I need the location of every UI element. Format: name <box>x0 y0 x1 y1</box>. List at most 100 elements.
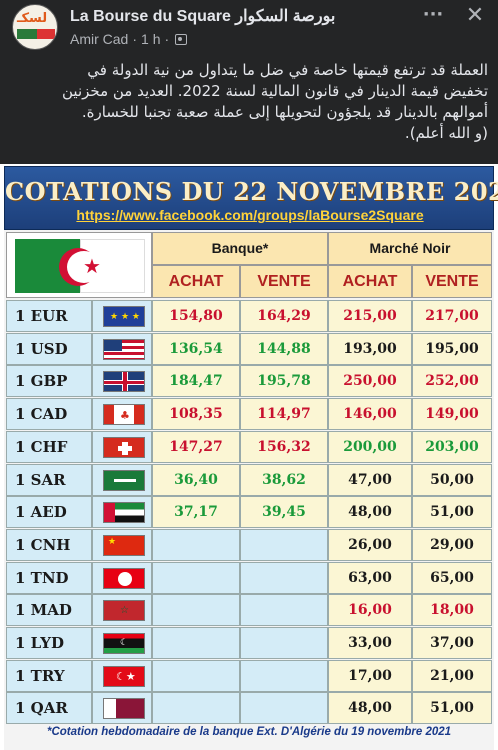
banque-vente-value <box>240 627 328 659</box>
post-text: العملة قد ترتفع قيمتها خاصة في ضل ما يتد… <box>10 60 488 144</box>
banque-vente-value <box>240 561 328 594</box>
banque-achat-value <box>152 561 240 594</box>
table-row: 1 QAR 48,00 51,00 <box>6 692 492 725</box>
marche-achat-value: 146,00 <box>328 398 412 431</box>
currency-flag-cell <box>92 496 152 529</box>
ae-flag-icon <box>103 502 145 524</box>
table-row: 1 CAD ♣ 108,35 114,97 146,00 149,00 <box>6 398 492 431</box>
currency-flag-cell: ☆ <box>92 594 152 627</box>
banque-achat-value <box>152 659 240 692</box>
currency-code: 1 CAD <box>6 398 92 431</box>
qa-flag-icon <box>103 698 145 720</box>
page-avatar[interactable]: لسكـ <box>12 4 58 50</box>
marche-vente-value: 50,00 <box>412 463 492 496</box>
post-meta: Amir Cad · 1 h · <box>70 31 188 47</box>
table-row: 1 MAD ☆ 16,00 18,00 <box>6 594 492 627</box>
marche-vente-value: 65,00 <box>412 561 492 594</box>
marche-achat-header: ACHAT <box>328 265 412 298</box>
marche-achat-value: 193,00 <box>328 332 412 365</box>
group-url[interactable]: https://www.facebook.com/groups/laBourse… <box>76 207 424 223</box>
currency-flag-cell <box>92 365 152 398</box>
ch-flag-icon <box>103 436 145 458</box>
currency-code: 1 LYD <box>6 627 92 659</box>
post-header: لسكـ La Bourse du Square بورصة السكوار A… <box>0 0 498 56</box>
currency-flag-cell: ♣ <box>92 398 152 431</box>
marche-vente-value: 195,00 <box>412 332 492 365</box>
marche-vente-value: 21,00 <box>412 659 492 692</box>
table-row: 1 LYD ☾ 33,00 37,00 <box>6 627 492 659</box>
us-flag-icon <box>103 338 145 360</box>
meta-separator-2: · <box>164 31 170 47</box>
currency-code: 1 CHF <box>6 430 92 463</box>
table-row: 1 USD 136,54 144,88 193,00 195,00 <box>6 332 492 365</box>
currency-flag-cell <box>92 332 152 365</box>
post-text-line: العملة قد ترتفع قيمتها خاصة في ضل ما يتد… <box>87 61 488 79</box>
marche-achat-value: 48,00 <box>328 496 412 529</box>
eu-flag-icon: ★ ★ ★ <box>103 306 145 327</box>
footnote: *Cotation hebdomadaire de la banque Ext.… <box>46 726 452 738</box>
banque-achat-value: 184,47 <box>152 365 240 398</box>
currency-code: 1 QAR <box>6 692 92 725</box>
marche-vente-value: 203,00 <box>412 430 492 463</box>
ma-flag-icon: ☆ <box>103 600 145 622</box>
meta-separator: · <box>132 31 138 47</box>
banque-vente-value: 164,29 <box>240 300 328 332</box>
banque-achat-value <box>152 528 240 561</box>
cn-flag-icon: ★ <box>103 534 145 556</box>
currency-code: 1 SAR <box>6 463 92 496</box>
currency-flag-cell <box>92 561 152 594</box>
currency-code: 1 USD <box>6 332 92 365</box>
banque-achat-value: 36,40 <box>152 463 240 496</box>
banque-achat-value: 154,80 <box>152 300 240 332</box>
ly-flag-icon: ☾ <box>103 633 145 654</box>
banque-achat-value: 147,27 <box>152 430 240 463</box>
currency-flag-cell <box>92 430 152 463</box>
banque-achat-value: 136,54 <box>152 332 240 365</box>
table-row: 1 CNH ★ 26,00 29,00 <box>6 528 492 561</box>
algeria-flag-icon: ★ <box>15 239 145 293</box>
marche-achat-value: 215,00 <box>328 300 412 332</box>
close-icon: ✕ <box>465 3 485 28</box>
table-row: 1 GBP 184,47 195,78 250,00 252,00 <box>6 365 492 398</box>
page-name[interactable]: La Bourse du Square بورصة السكوار <box>70 8 336 25</box>
banque-vente-value: 195,78 <box>240 365 328 398</box>
banque-achat-value <box>152 692 240 725</box>
marche-achat-value: 47,00 <box>328 463 412 496</box>
banque-achat-value <box>152 627 240 659</box>
currency-code: 1 MAD <box>6 594 92 627</box>
banque-header: Banque* <box>152 232 328 265</box>
currency-flag-cell: ☾ <box>92 627 152 659</box>
more-dots-icon: ··· <box>422 4 444 25</box>
table-row: 1 AED 37,17 39,45 48,00 51,00 <box>6 496 492 529</box>
tr-flag-icon: ☾★ <box>103 665 145 687</box>
banque-vente-header: VENTE <box>240 265 328 298</box>
marche-vente-value: 37,00 <box>412 627 492 659</box>
marche-vente-value: 217,00 <box>412 300 492 332</box>
group-audience-icon <box>175 33 188 45</box>
gb-flag-icon <box>103 371 145 393</box>
marche-achat-value: 33,00 <box>328 627 412 659</box>
marche-achat-value: 63,00 <box>328 561 412 594</box>
marche-vente-value: 51,00 <box>412 496 492 529</box>
banque-achat-value: 108,35 <box>152 398 240 431</box>
currency-code: 1 TRY <box>6 659 92 692</box>
post-text-line: تخفيض قيمة الدينار في قانون المالية لسنة… <box>62 82 488 100</box>
rates-table: COTATIONS DU 22 NOVEMBRE 2021 https://ww… <box>4 166 498 750</box>
author-name[interactable]: Amir Cad <box>70 31 129 47</box>
banque-vente-value <box>240 659 328 692</box>
banque-achat-value <box>152 594 240 627</box>
table-row: 1 SAR 36,40 38,62 47,00 50,00 <box>6 463 492 496</box>
currency-code: 1 EUR <box>6 300 92 332</box>
close-button[interactable]: ✕ <box>462 4 488 30</box>
post-text-line: (و الله أعلم). <box>404 124 488 142</box>
table-row: 1 TRY ☾★ 17,00 21,00 <box>6 659 492 692</box>
banque-vente-value <box>240 528 328 561</box>
more-options-button[interactable]: ··· <box>420 6 446 28</box>
table-row: 1 EUR ★ ★ ★ 154,80 164,29 215,00 217,00 <box>6 300 492 332</box>
banque-vente-value <box>240 594 328 627</box>
post-time[interactable]: 1 h <box>141 31 161 47</box>
currency-flag-cell <box>92 463 152 496</box>
marche-achat-value: 26,00 <box>328 528 412 561</box>
marche-vente-value: 18,00 <box>412 594 492 627</box>
marche-noir-header: Marché Noir <box>328 232 492 265</box>
